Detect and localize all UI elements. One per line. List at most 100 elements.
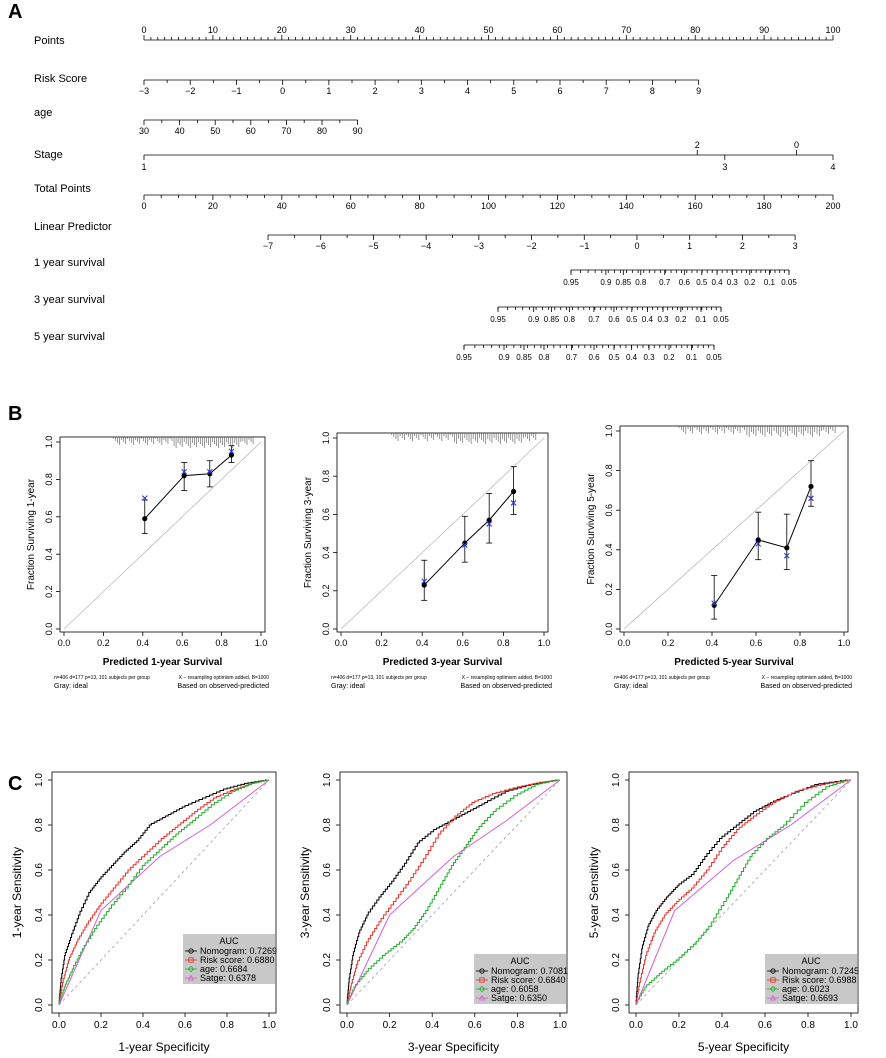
tick-label: 120 [550,201,565,211]
calibration-panels: 0.0 0.0 0.2 0.2 0.4 0.4 0.6 0.6 0.8 0.8 1.0 1.0 Pred… [26,425,852,690]
y-tick-label: 0.4 [604,544,614,557]
y-tick-label: 0.8 [611,818,622,832]
y-tick-label: 0.6 [44,511,54,524]
x-tick-label: 0.8 [497,638,510,648]
x-tick-label: 0.0 [340,1020,354,1031]
roc-curve-triangle [58,779,270,1006]
x-axis-label: 1-year Specificity [118,1040,209,1054]
tick-label: 0 [141,201,146,211]
observed-line [423,542,466,586]
y-tick-label: 0.2 [44,585,54,598]
observed-footnote: Based on observed-predicted [761,683,853,690]
plot-frame [628,771,859,1014]
tick-label: 0.8 [538,353,550,362]
tick-label: 2 [373,86,378,96]
corrected-point [808,495,814,502]
optimism-note: X − resampling optimism added, B=1000 [179,675,270,681]
legend-entry: age: 0.6058 [491,984,539,994]
tick-label: 0.95 [563,278,579,287]
y-axis-label: Fraction Surviving 1-year [26,478,37,590]
corrected-point [181,469,188,475]
observed-point [142,516,148,522]
category-label: 2 [695,140,700,150]
x-axis-label: Predicted 3-year Survival [383,657,503,668]
legend-marker [478,994,486,1001]
legend-entry: Satge: 0.6350 [491,993,547,1003]
y-tick-label: 0.2 [604,583,614,596]
tick-label: 90 [353,126,363,136]
observed-line [488,491,514,521]
observed-point [228,452,235,458]
tick-label: 3 [793,241,798,251]
legend-entry: Satge: 0.6693 [782,993,838,1003]
tick-label: 0.4 [711,278,723,287]
tick-label: 60 [552,25,562,35]
plot-frame [336,432,549,633]
y-tick-label: 0.8 [321,470,331,483]
observed-line [209,454,232,475]
y-tick-label: 0.6 [321,508,331,521]
plot-frame [51,771,277,1014]
ideal-line [63,441,262,630]
tick-label: 0.85 [616,278,632,287]
tick-label: 0.6 [679,278,691,287]
tick-label: 0.05 [706,353,722,362]
tick-label: 0.4 [642,315,654,324]
tick-label: 70 [281,126,291,136]
observed-point [486,517,492,523]
x-tick-label: 0.0 [629,1020,643,1031]
tick-label: 9 [696,86,701,96]
roc-curve-square [635,779,851,1005]
x-tick-label: 0.6 [176,638,189,648]
legend-box [474,954,566,1004]
observed-point [808,483,814,490]
tick-label: 0.85 [544,315,560,324]
legend-entry: age: 0.6023 [782,984,830,994]
tick-label: 0.5 [626,315,638,324]
y-tick-label: 0.8 [34,818,45,832]
corrected-point [486,521,493,527]
tick-label: 60 [346,201,356,211]
y-axis-label: 3-year Sensitivity [298,847,312,938]
legend-marker [187,974,195,981]
roc-curve-diamond [58,779,269,1005]
chance-line [346,779,561,1006]
row-label-5-year-survival: 5 year survival [34,331,105,343]
tick-label: 0.6 [588,353,600,362]
calibration-plot-2: 0.0 0.0 0.2 0.2 0.4 0.4 0.6 0.6 0.8 0.8 1.0 1.0 Pred… [303,432,552,690]
legend-marker [769,985,777,993]
category-label: 3 [722,162,727,172]
row-label-3-year-survival: 3 year survival [34,294,105,306]
x-tick-label: 1.0 [838,638,851,648]
x-tick-label: 1.0 [844,1020,858,1031]
tick-label: 200 [825,201,840,211]
tick-label: 0.85 [516,353,532,362]
ideal-footnote: Gray: ideal [54,683,88,690]
roc-curve-diamond [346,779,560,1005]
tick-label: 40 [175,126,185,136]
ideal-footnote: Gray: ideal [331,683,365,690]
tick-label: 7 [604,86,609,96]
y-axis-label: 1-year Sensitivity [10,847,24,938]
observed-footnote: Based on observed-predicted [178,683,270,690]
tick-label: 8 [650,86,655,96]
x-tick-label: 0.4 [425,1020,439,1031]
tick-label: 0.2 [744,278,756,287]
tick-label: 0.5 [608,353,620,362]
y-tick-label: 0.6 [611,863,622,877]
x-axis-label: Predicted 5-year Survival [674,657,794,668]
tick-label: 0.9 [498,353,510,362]
corrected-point [228,448,235,455]
tick-label: 0.05 [713,315,729,324]
row-label-points: Points [34,35,65,47]
observed-point [784,545,790,551]
observed-line [758,539,787,549]
legend-marker [479,968,485,974]
corrected-point [510,500,517,506]
y-tick-label: 0.0 [34,998,45,1012]
y-tick-label: 1.0 [322,773,333,787]
